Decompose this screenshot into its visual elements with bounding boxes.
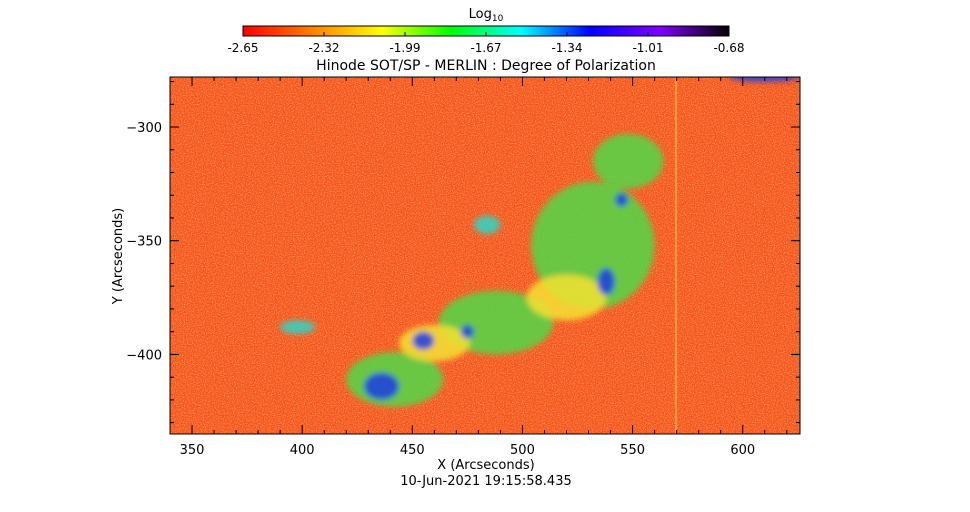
colorbar-tick-label: -1.34 — [551, 41, 582, 55]
x-tick-label: 400 — [290, 443, 315, 458]
region-blue — [614, 192, 629, 207]
y-tick-label: −400 — [126, 348, 162, 363]
colorbar-label: Log10 — [469, 7, 504, 24]
region-blue — [460, 324, 474, 339]
x-tick-label: 350 — [180, 443, 205, 458]
colorbar-tick-label: -2.32 — [308, 41, 339, 55]
region-cyan — [280, 320, 316, 334]
y-axis: −300 −350 −400 — [126, 81, 800, 424]
colorbar-tick-label: -1.99 — [389, 41, 420, 55]
y-tick-label: −300 — [126, 121, 162, 136]
region-blue — [412, 331, 435, 350]
x-axis-label: X (Arcseconds) — [437, 458, 534, 473]
x-tick-label: 550 — [620, 443, 645, 458]
region-yellow — [399, 324, 470, 362]
y-tick-label: −350 — [126, 235, 162, 250]
polarization-regions — [280, 77, 800, 407]
region-blue — [363, 372, 400, 400]
colorbar-tick-label: -0.68 — [713, 41, 744, 55]
plot-area — [170, 77, 800, 434]
region-cyan — [473, 215, 501, 234]
colorbar-ticks: -2.65 -2.32 -1.99 -1.67 -1.34 -1.01 -0.68 — [227, 32, 745, 55]
plot-texture — [170, 77, 800, 434]
chart-title: Hinode SOT/SP - MERLIN : Degree of Polar… — [316, 58, 656, 74]
plot-frame — [169, 76, 801, 435]
colorbar-tick-label: -2.65 — [227, 41, 258, 55]
x-tick-label: 450 — [400, 443, 425, 458]
x-tick-label: 500 — [510, 443, 535, 458]
x-tick-label: 600 — [730, 443, 755, 458]
y-axis-label: Y (Arcseconds) — [111, 208, 126, 305]
region-yellow — [526, 274, 607, 321]
region-green — [592, 133, 664, 189]
region-blue — [597, 268, 615, 296]
colorbar-tick-label: -1.67 — [470, 41, 501, 55]
colorbar: Log10 -2.65 -2.32 -1.99 -1.67 -1.34 -1.01 -0.6… — [227, 7, 744, 55]
x-axis: 350 400 450 500 550 600 — [169, 77, 788, 458]
timestamp: 10-Jun-2021 19:15:58.435 — [400, 474, 572, 489]
colorbar-tick-label: -1.01 — [632, 41, 663, 55]
